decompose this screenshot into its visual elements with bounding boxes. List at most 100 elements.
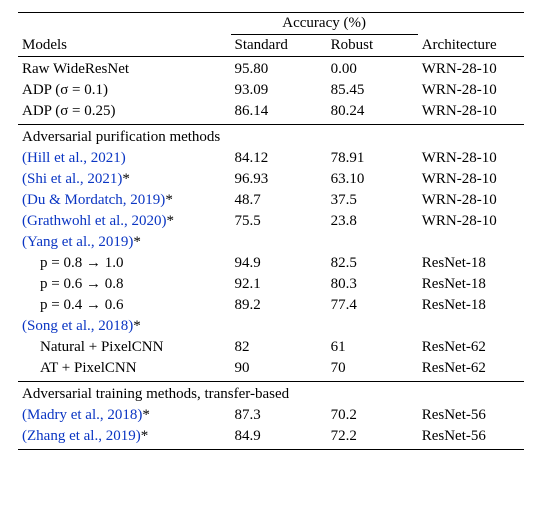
cell-rob: 63.10 [327, 169, 418, 190]
cell-model: Raw WideResNet [18, 57, 231, 81]
cell-model: (Madry et al., 2018)* [18, 405, 231, 426]
cell-arch: WRN-28-10 [418, 80, 524, 101]
cell-arch: ResNet-62 [418, 358, 524, 382]
table-row: (Hill et al., 2021) 84.12 78.91 WRN-28-1… [18, 148, 524, 169]
cell-std: 82 [231, 337, 327, 358]
cell-suffix: * [167, 213, 175, 229]
col-accuracy: Accuracy (%) [231, 13, 418, 35]
table-row: AT + PixelCNN 90 70 ResNet-62 [18, 358, 524, 382]
col-robust: Robust [327, 35, 418, 57]
results-table: Models Accuracy (%) Architecture Standar… [18, 12, 524, 450]
cell-arch: WRN-28-10 [418, 101, 524, 125]
section-header-row: Adversarial training methods, transfer-b… [18, 382, 524, 406]
citation-link[interactable]: (Du & Mordatch, 2019) [22, 192, 165, 208]
cell-sublabel: p = 0.4 → 0.6 [22, 297, 123, 314]
cell-suffix: * [133, 318, 141, 334]
cell-model: ADP (σ = 0.1) [18, 80, 231, 101]
citation-link[interactable]: (Madry et al., 2018) [22, 407, 142, 423]
cell-std: 95.80 [231, 57, 327, 81]
cell-model: (Yang et al., 2019)* [18, 232, 524, 253]
col-standard: Standard [231, 35, 327, 57]
cell-rob: 23.8 [327, 211, 418, 232]
cell-std: 75.5 [231, 211, 327, 232]
cell-model: (Shi et al., 2021)* [18, 169, 231, 190]
table-row: p = 0.8 → 1.0 94.9 82.5 ResNet-18 [18, 253, 524, 274]
cell-rob: 78.91 [327, 148, 418, 169]
cell-model: (Zhang et al., 2019)* [18, 426, 231, 450]
cell-arch: ResNet-18 [418, 295, 524, 316]
citation-link[interactable]: (Zhang et al., 2019) [22, 428, 141, 444]
cell-std: 84.12 [231, 148, 327, 169]
cell-std: 94.9 [231, 253, 327, 274]
table-row: (Madry et al., 2018)* 87.3 70.2 ResNet-5… [18, 405, 524, 426]
cell-arch: ResNet-18 [418, 274, 524, 295]
cell-arch: ResNet-18 [418, 253, 524, 274]
cell-arch: WRN-28-10 [418, 57, 524, 81]
cell-model: Natural + PixelCNN [18, 337, 231, 358]
table-row: Raw WideResNet 95.80 0.00 WRN-28-10 [18, 57, 524, 81]
table-row: (Du & Mordatch, 2019)* 48.7 37.5 WRN-28-… [18, 190, 524, 211]
cell-std: 84.9 [231, 426, 327, 450]
cell-std: 89.2 [231, 295, 327, 316]
citation-link[interactable]: (Yang et al., 2019) [22, 234, 133, 250]
cell-std: 90 [231, 358, 327, 382]
citation-link[interactable]: (Hill et al., 2021) [22, 150, 126, 166]
table-row: (Shi et al., 2021)* 96.93 63.10 WRN-28-1… [18, 169, 524, 190]
cell-std: 87.3 [231, 405, 327, 426]
cell-arch: ResNet-62 [418, 337, 524, 358]
cell-std: 93.09 [231, 80, 327, 101]
col-models: Models [18, 13, 231, 57]
table-row: p = 0.4 → 0.6 89.2 77.4 ResNet-18 [18, 295, 524, 316]
cell-arch: WRN-28-10 [418, 169, 524, 190]
cell-rob: 37.5 [327, 190, 418, 211]
cell-arch: WRN-28-10 [418, 148, 524, 169]
cell-model: p = 0.6 → 0.8 [18, 274, 231, 295]
citation-link[interactable]: (Song et al., 2018) [22, 318, 133, 334]
cell-suffix: * [122, 171, 130, 187]
table-row: Natural + PixelCNN 82 61 ResNet-62 [18, 337, 524, 358]
cell-suffix: * [165, 192, 173, 208]
cell-rob: 82.5 [327, 253, 418, 274]
table-row: (Zhang et al., 2019)* 84.9 72.2 ResNet-5… [18, 426, 524, 450]
cell-arch: WRN-28-10 [418, 190, 524, 211]
cell-model: AT + PixelCNN [18, 358, 231, 382]
cell-arch: WRN-28-10 [418, 211, 524, 232]
col-architecture: Architecture [418, 13, 524, 57]
cell-suffix: * [141, 428, 149, 444]
table-row: (Song et al., 2018)* [18, 316, 524, 337]
cell-arch: ResNet-56 [418, 426, 524, 450]
cell-model: (Du & Mordatch, 2019)* [18, 190, 231, 211]
table-row: p = 0.6 → 0.8 92.1 80.3 ResNet-18 [18, 274, 524, 295]
citation-link[interactable]: (Shi et al., 2021) [22, 171, 122, 187]
cell-sublabel: AT + PixelCNN [22, 360, 137, 377]
cell-arch: ResNet-56 [418, 405, 524, 426]
cell-model: p = 0.8 → 1.0 [18, 253, 231, 274]
cell-rob: 72.2 [327, 426, 418, 450]
cell-sublabel: p = 0.8 → 1.0 [22, 255, 123, 272]
table-row: (Grathwohl et al., 2020)* 75.5 23.8 WRN-… [18, 211, 524, 232]
section-header-row: Adversarial purification methods [18, 125, 524, 149]
cell-model: ADP (σ = 0.25) [18, 101, 231, 125]
cell-std: 92.1 [231, 274, 327, 295]
cell-model: p = 0.4 → 0.6 [18, 295, 231, 316]
cell-rob: 70.2 [327, 405, 418, 426]
citation-link[interactable]: (Grathwohl et al., 2020) [22, 213, 167, 229]
cell-suffix: * [142, 407, 150, 423]
table-row: (Yang et al., 2019)* [18, 232, 524, 253]
table-row: ADP (σ = 0.25) 86.14 80.24 WRN-28-10 [18, 101, 524, 125]
cell-rob: 85.45 [327, 80, 418, 101]
cell-suffix: * [133, 234, 141, 250]
section-title: Adversarial purification methods [18, 125, 524, 149]
cell-rob: 61 [327, 337, 418, 358]
section-title: Adversarial training methods, transfer-b… [18, 382, 524, 406]
table-row: ADP (σ = 0.1) 93.09 85.45 WRN-28-10 [18, 80, 524, 101]
cell-model: (Grathwohl et al., 2020)* [18, 211, 231, 232]
cell-std: 96.93 [231, 169, 327, 190]
cell-sublabel: Natural + PixelCNN [22, 339, 163, 356]
cell-rob: 77.4 [327, 295, 418, 316]
cell-model: (Song et al., 2018)* [18, 316, 524, 337]
cell-sublabel: p = 0.6 → 0.8 [22, 276, 123, 293]
cell-std: 48.7 [231, 190, 327, 211]
cell-std: 86.14 [231, 101, 327, 125]
cell-model: (Hill et al., 2021) [18, 148, 231, 169]
